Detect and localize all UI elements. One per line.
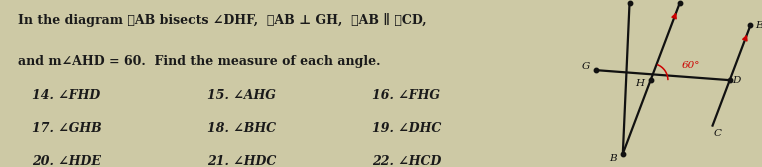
Text: A: A xyxy=(683,0,690,1)
Text: 19. ∠DHC: 19. ∠DHC xyxy=(372,122,441,135)
Text: E: E xyxy=(755,21,762,30)
Text: In the diagram ⃗AB bisects ∠DHF,  ⃗AB ⊥ GH,  ⃗AB ∥ ⃗CD,: In the diagram ⃗AB bisects ∠DHF, ⃗AB ⊥ G… xyxy=(18,13,427,27)
Text: H: H xyxy=(635,79,644,88)
Text: G: G xyxy=(582,62,591,71)
Text: 20. ∠HDE: 20. ∠HDE xyxy=(33,155,101,167)
Text: 16. ∠FHG: 16. ∠FHG xyxy=(372,89,440,102)
Text: and m∠AHD = 60.  Find the measure of each angle.: and m∠AHD = 60. Find the measure of each… xyxy=(18,55,380,68)
Text: 60°: 60° xyxy=(681,61,700,70)
Text: C: C xyxy=(713,129,721,138)
Text: 22. ∠HCD: 22. ∠HCD xyxy=(372,155,441,167)
Text: F: F xyxy=(614,0,622,1)
Text: B: B xyxy=(609,154,616,163)
Text: 18. ∠BHC: 18. ∠BHC xyxy=(207,122,276,135)
Text: 15. ∠AHG: 15. ∠AHG xyxy=(207,89,276,102)
Text: 21. ∠HDC: 21. ∠HDC xyxy=(207,155,276,167)
Text: D: D xyxy=(732,76,741,85)
Text: 17. ∠GHB: 17. ∠GHB xyxy=(33,122,102,135)
Text: 14. ∠FHD: 14. ∠FHD xyxy=(33,89,101,102)
